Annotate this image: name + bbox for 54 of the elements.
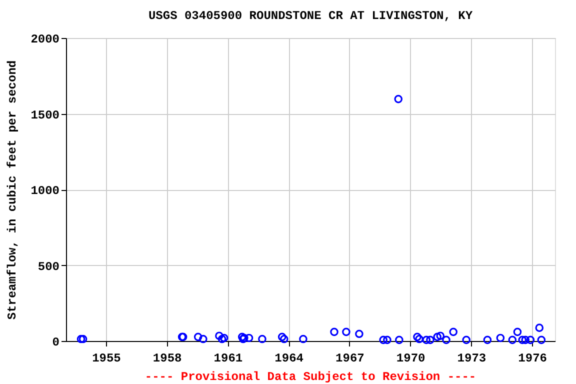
point (462, 336, 470, 344)
y-tick-label: 1500 (30, 108, 60, 122)
x-tick-label: 1973 (457, 352, 486, 366)
y-tick-label: 0 (52, 336, 60, 350)
y-tick-label: 1000 (30, 184, 60, 198)
point (238, 332, 246, 342)
x-tick-label: 1970 (396, 352, 426, 366)
x-tick-label: 1958 (152, 352, 182, 366)
point (422, 336, 431, 344)
point (496, 334, 505, 342)
x-tick-label: 1964 (274, 352, 304, 366)
point (280, 334, 288, 344)
point (220, 334, 228, 342)
point (513, 328, 522, 336)
point (299, 334, 308, 344)
point (518, 336, 526, 344)
x-tick-label: 1955 (92, 352, 121, 366)
point (537, 336, 546, 344)
text: ---- Provisional Data Subject to Revision ---- (144, 370, 476, 384)
point (379, 336, 388, 344)
point (199, 334, 208, 344)
point (258, 334, 266, 344)
point (508, 336, 517, 344)
point (383, 336, 392, 344)
x-tick-label: 1976 (518, 352, 547, 366)
point (449, 328, 458, 336)
point (215, 332, 224, 340)
point (395, 336, 404, 344)
point (218, 334, 226, 344)
point (394, 94, 403, 104)
point (436, 332, 445, 340)
x-tick-label: 1967 (336, 352, 364, 366)
point (78, 334, 88, 344)
point (535, 324, 544, 332)
point (244, 334, 254, 342)
point (413, 332, 422, 342)
y-tick-label: 500 (38, 260, 60, 274)
point (415, 334, 424, 344)
point (76, 334, 86, 344)
point (521, 336, 530, 344)
point (442, 336, 450, 344)
x-tick-label: 1961 (214, 352, 243, 366)
chart-title: USGS 03405900 ROUNDSTONE CR AT LIVINGSTON, KY (148, 9, 474, 23)
y-tick-label: 2000 (30, 32, 60, 46)
point (194, 332, 202, 342)
point (342, 328, 350, 336)
point (355, 330, 364, 338)
point (526, 336, 535, 344)
y-axis-title: Streamflow, in cubic feet per second (6, 60, 20, 320)
point (433, 332, 442, 342)
point (483, 336, 492, 344)
point (330, 328, 338, 336)
point (278, 332, 286, 342)
point (426, 336, 434, 344)
